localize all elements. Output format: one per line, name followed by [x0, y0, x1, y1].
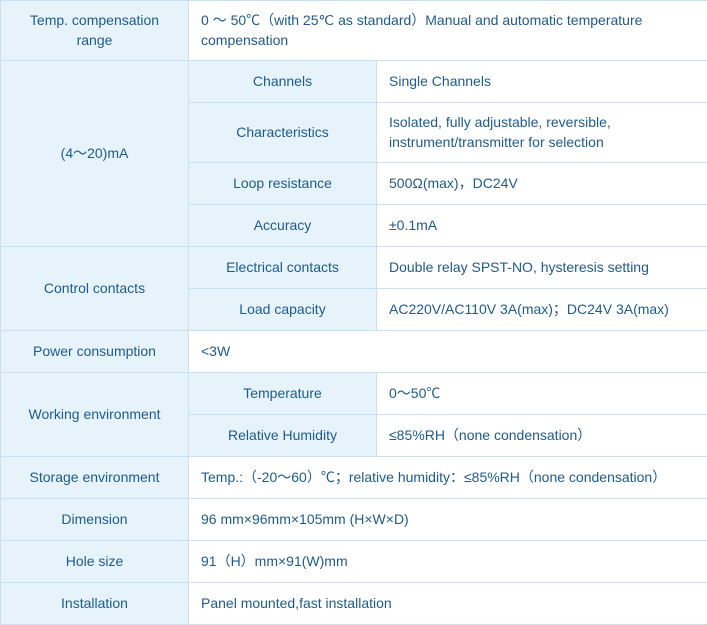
electrical-contacts-value: Double relay SPST-NO, hysteresis setting	[377, 247, 707, 289]
accuracy-value: ±0.1mA	[377, 205, 707, 247]
load-capacity-value: AC220V/AC110V 3A(max)；DC24V 3A(max)	[377, 289, 707, 331]
power-consumption-value: <3W	[189, 331, 707, 373]
control-contacts-label: Control contacts	[1, 247, 189, 331]
hole-size-label: Hole size	[1, 541, 189, 583]
table-row: Temp. compensation range 0 ～ 50℃（with 25…	[1, 1, 707, 61]
channels-label: Channels	[189, 61, 377, 103]
table-row: Working environment Temperature 0～50℃	[1, 373, 707, 415]
loop-resistance-label: Loop resistance	[189, 163, 377, 205]
table-row: Installation Panel mounted,fast installa…	[1, 583, 707, 625]
characteristics-label: Characteristics	[189, 103, 377, 163]
table-row: (4～20)mA Channels Single Channels	[1, 61, 707, 103]
table-row: Hole size 91（H）mm×91(W)mm	[1, 541, 707, 583]
working-humidity-label: Relative Humidity	[189, 415, 377, 457]
dimension-label: Dimension	[1, 499, 189, 541]
electrical-contacts-label: Electrical contacts	[189, 247, 377, 289]
spec-table: Temp. compensation range 0 ～ 50℃（with 25…	[0, 0, 707, 625]
loop-resistance-value: 500Ω(max)，DC24V	[377, 163, 707, 205]
load-capacity-label: Load capacity	[189, 289, 377, 331]
table-row: Dimension 96 mm×96mm×105mm (H×W×D)	[1, 499, 707, 541]
hole-size-value: 91（H）mm×91(W)mm	[189, 541, 707, 583]
storage-env-label: Storage environment	[1, 457, 189, 499]
temp-comp-value: 0 ～ 50℃（with 25℃ as standard）Manual and …	[189, 1, 707, 61]
ma-section-label: (4～20)mA	[1, 61, 189, 247]
installation-label: Installation	[1, 583, 189, 625]
storage-env-value: Temp.:（-20～60）℃；relative humidity：≤85%RH…	[189, 457, 707, 499]
table-row: Storage environment Temp.:（-20～60）℃；rela…	[1, 457, 707, 499]
working-env-label: Working environment	[1, 373, 189, 457]
installation-value: Panel mounted,fast installation	[189, 583, 707, 625]
temp-comp-label: Temp. compensation range	[1, 1, 189, 61]
characteristics-value: Isolated, fully adjustable, reversible, …	[377, 103, 707, 163]
power-consumption-label: Power consumption	[1, 331, 189, 373]
accuracy-label: Accuracy	[189, 205, 377, 247]
channels-value: Single Channels	[377, 61, 707, 103]
working-humidity-value: ≤85%RH（none condensation）	[377, 415, 707, 457]
working-temp-label: Temperature	[189, 373, 377, 415]
table-row: Power consumption <3W	[1, 331, 707, 373]
table-row: Control contacts Electrical contacts Dou…	[1, 247, 707, 289]
dimension-value: 96 mm×96mm×105mm (H×W×D)	[189, 499, 707, 541]
working-temp-value: 0～50℃	[377, 373, 707, 415]
